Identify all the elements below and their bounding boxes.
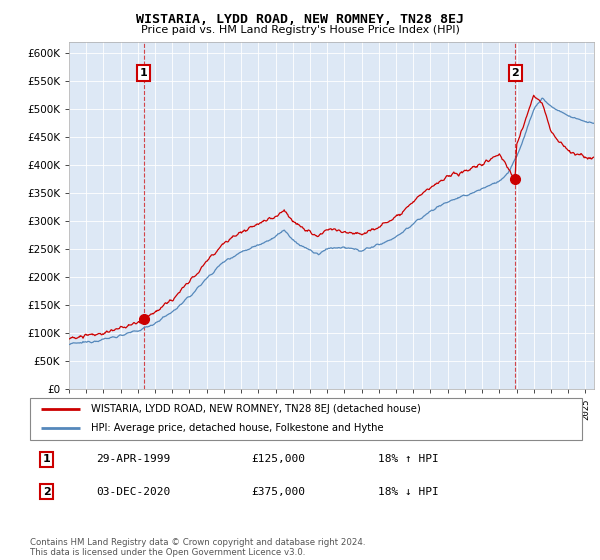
Text: HPI: Average price, detached house, Folkestone and Hythe: HPI: Average price, detached house, Folk… [91, 423, 383, 433]
Text: 1: 1 [140, 68, 148, 78]
Text: 29-APR-1999: 29-APR-1999 [96, 454, 170, 464]
Text: 2: 2 [43, 487, 50, 497]
Text: WISTARIA, LYDD ROAD, NEW ROMNEY, TN28 8EJ (detached house): WISTARIA, LYDD ROAD, NEW ROMNEY, TN28 8E… [91, 404, 421, 414]
Text: 18% ↑ HPI: 18% ↑ HPI [378, 454, 439, 464]
Text: 1: 1 [43, 454, 50, 464]
Text: WISTARIA, LYDD ROAD, NEW ROMNEY, TN28 8EJ: WISTARIA, LYDD ROAD, NEW ROMNEY, TN28 8E… [136, 13, 464, 26]
Text: £375,000: £375,000 [251, 487, 305, 497]
Text: Contains HM Land Registry data © Crown copyright and database right 2024.
This d: Contains HM Land Registry data © Crown c… [30, 538, 365, 557]
Text: 2: 2 [511, 68, 519, 78]
Text: 18% ↓ HPI: 18% ↓ HPI [378, 487, 439, 497]
Text: 03-DEC-2020: 03-DEC-2020 [96, 487, 170, 497]
FancyBboxPatch shape [30, 398, 582, 440]
Text: £125,000: £125,000 [251, 454, 305, 464]
Text: Price paid vs. HM Land Registry's House Price Index (HPI): Price paid vs. HM Land Registry's House … [140, 25, 460, 35]
